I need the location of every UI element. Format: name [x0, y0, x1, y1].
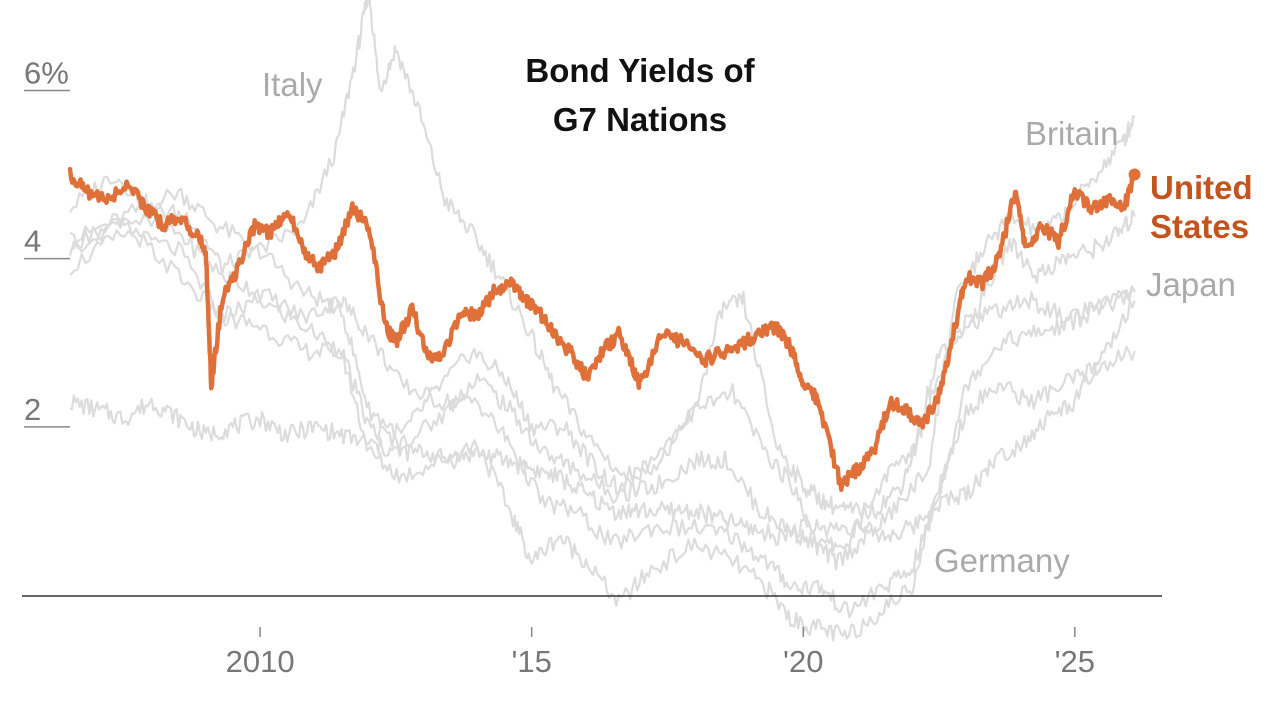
x-tick-label: '15 — [511, 644, 551, 679]
chart-title: Bond Yields of G7 Nations — [525, 52, 755, 138]
chart-title-line1: Bond Yields of — [525, 52, 755, 89]
x-tick-label: '25 — [1055, 644, 1095, 679]
x-axis: 2010 '15 '20 '25 — [22, 595, 1162, 679]
y-tick-label: 4 — [24, 224, 41, 259]
y-axis: 6% 4 2 — [24, 55, 70, 428]
y-tick-label: 2 — [24, 392, 41, 427]
series-label-germany: Germany — [934, 542, 1070, 579]
series-label-united-states-line2: States — [1150, 208, 1249, 245]
series-endpoint-united-states — [1128, 168, 1141, 181]
series-label-japan: Japan — [1146, 266, 1236, 303]
series-label-italy: Italy — [262, 66, 323, 103]
series-line-japan — [69, 299, 1136, 547]
series-line-britain — [69, 115, 1136, 571]
highlight-series-group — [67, 166, 1141, 493]
series-label-britain: Britain — [1025, 115, 1119, 152]
series-label-united-states-line1: United — [1150, 169, 1253, 206]
series-line-united-states — [67, 166, 1137, 493]
y-tick-label: 6% — [24, 55, 69, 90]
context-series-group — [68, 0, 1136, 642]
x-tick-label: '20 — [783, 644, 823, 679]
x-tick-label: 2010 — [226, 644, 295, 679]
series-line-canada — [69, 218, 1136, 553]
chart-title-line2: G7 Nations — [553, 101, 727, 138]
series-line-germany — [69, 229, 1136, 642]
series-line-france — [68, 214, 1136, 619]
